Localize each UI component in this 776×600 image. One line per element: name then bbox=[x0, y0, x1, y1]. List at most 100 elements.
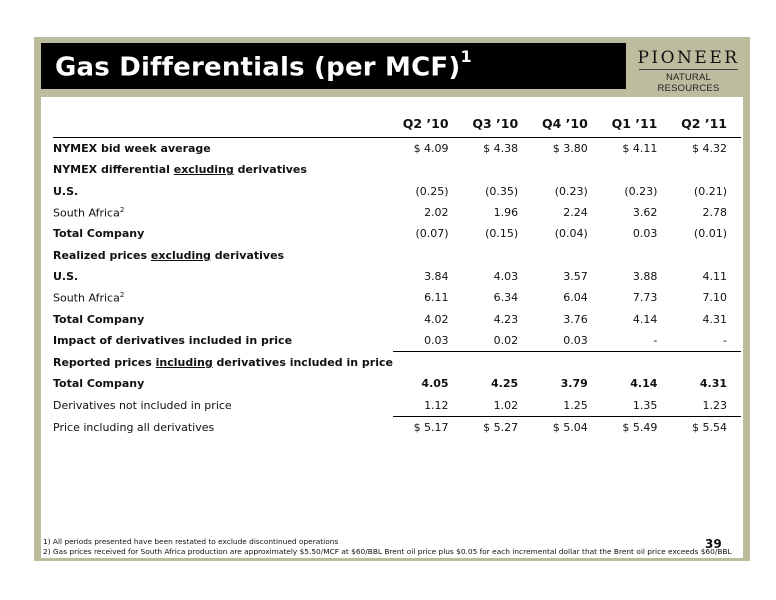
table-cell: 1.02 bbox=[493, 398, 519, 412]
row-label: South Africa2 bbox=[53, 205, 125, 220]
logo-sub-text: NATURAL RESOURCES bbox=[657, 72, 720, 94]
table-cell: 2.78 bbox=[702, 206, 728, 220]
table-cell: 0.03 bbox=[424, 333, 449, 347]
table-cell: (0.25) bbox=[415, 184, 449, 198]
table-cell: 3.84 bbox=[424, 269, 449, 283]
section-label: Reported prices including derivatives in… bbox=[53, 355, 393, 369]
table-cell: (0.01) bbox=[693, 227, 727, 241]
table-cell: - bbox=[723, 333, 727, 347]
table-cell bbox=[392, 350, 463, 374]
table-cell: 2.02 bbox=[424, 206, 449, 220]
table-row: NYMEX bid week average $ 4.09 $ 4.38 $ 3… bbox=[53, 138, 741, 160]
table-row: Derivatives not included in price 1.12 1… bbox=[53, 395, 741, 417]
table-cell bbox=[671, 350, 741, 374]
page-number: 39 bbox=[705, 537, 722, 551]
row-label: South Africa2 bbox=[53, 290, 125, 305]
table-cell: 4.23 bbox=[493, 312, 519, 326]
row-label: U.S. bbox=[53, 269, 79, 283]
table-cell: 3.76 bbox=[563, 312, 588, 326]
table-cell: 1.12 bbox=[424, 398, 449, 412]
table-cell: 0.03 bbox=[632, 227, 658, 241]
table-row: Total Company 4.05 4.25 3.79 4.14 4.31 bbox=[53, 373, 741, 394]
table-cell: 4.31 bbox=[702, 312, 728, 326]
table-cell: 4.11 bbox=[702, 269, 728, 283]
table-cell: 3.88 bbox=[632, 269, 658, 283]
row-label: U.S. bbox=[53, 184, 79, 198]
table-cell: $ 5.04 bbox=[532, 415, 602, 439]
row-label: Total Company bbox=[53, 312, 145, 326]
table-cell: $ 4.32 bbox=[692, 142, 727, 156]
column-header: Q3 ’10 bbox=[462, 109, 533, 138]
footnote-1: 1) All periods presented have been resta… bbox=[43, 537, 339, 546]
table-cell: 3.62 bbox=[632, 206, 658, 220]
row-label: Total Company bbox=[53, 377, 145, 391]
table-cell: 1.96 bbox=[493, 206, 519, 220]
table-cell: 4.02 bbox=[424, 312, 449, 326]
column-header: Q2 ’11 bbox=[671, 109, 741, 138]
table-cell: 6.34 bbox=[493, 291, 519, 305]
table-cell: 7.10 bbox=[702, 291, 728, 305]
table-cell: 4.05 bbox=[421, 377, 449, 391]
table-row: Price including all derivatives $ 5.17 $… bbox=[53, 415, 741, 439]
table-cell: $ 3.80 bbox=[552, 142, 588, 156]
footnote-marker: 2 bbox=[119, 290, 125, 299]
table-cell: (0.23) bbox=[624, 184, 658, 198]
table-cell: $ 5.27 bbox=[462, 415, 533, 439]
table-cell: - bbox=[653, 333, 658, 347]
content-panel: Q2 ’10 Q3 ’10 Q4 ’10 Q1 ’11 Q2 ’11 NYMEX… bbox=[41, 97, 743, 558]
logo-main-text: PIONEER bbox=[637, 48, 740, 68]
gas-differentials-table: Q2 ’10 Q3 ’10 Q4 ’10 Q1 ’11 Q2 ’11 NYMEX… bbox=[53, 109, 741, 439]
table-cell: 1.23 bbox=[702, 398, 728, 412]
section-label: Realized prices excluding derivatives bbox=[53, 248, 285, 262]
page-title: Gas Differentials (per MCF)1 bbox=[55, 47, 472, 83]
table-cell: 7.73 bbox=[632, 291, 658, 305]
table-cell: 0.02 bbox=[493, 333, 519, 347]
column-header: Q2 ’10 bbox=[392, 109, 463, 138]
table-cell: $ 5.49 bbox=[601, 415, 672, 439]
table-cell: 4.14 bbox=[630, 377, 658, 391]
column-header: Q4 ’10 bbox=[532, 109, 602, 138]
table-cell: 1.35 bbox=[632, 398, 658, 412]
table-header-row: Q2 ’10 Q3 ’10 Q4 ’10 Q1 ’11 Q2 ’11 bbox=[53, 109, 741, 138]
footnotes: 1) All periods presented have been resta… bbox=[43, 537, 732, 557]
table-row: Impact of derivatives included in price … bbox=[53, 330, 741, 352]
title-bar: Gas Differentials (per MCF)1 bbox=[41, 43, 626, 89]
table-row: Total Company (0.07) (0.15) (0.04) 0.03 … bbox=[53, 223, 741, 244]
table-cell: (0.15) bbox=[485, 227, 519, 241]
table-cell: 1.25 bbox=[563, 398, 588, 412]
table-row: South Africa2 2.02 1.96 2.24 3.62 2.78 bbox=[53, 202, 741, 223]
row-label: Total Company bbox=[53, 227, 145, 241]
column-header: Q1 ’11 bbox=[601, 109, 672, 138]
pioneer-logo: PIONEER NATURAL RESOURCES bbox=[637, 48, 740, 94]
table-cell bbox=[601, 350, 672, 374]
table-cell: (0.23) bbox=[554, 184, 588, 198]
table-cell: 0.03 bbox=[563, 333, 588, 347]
table-cell: 4.14 bbox=[632, 312, 658, 326]
table-cell: 4.03 bbox=[493, 269, 519, 283]
table-cell: $ 4.11 bbox=[622, 142, 658, 156]
table-cell bbox=[532, 350, 602, 374]
table-section-row: Reported prices including derivatives in… bbox=[53, 350, 741, 374]
table-cell: 3.79 bbox=[560, 377, 588, 391]
row-label: Price including all derivatives bbox=[53, 420, 215, 434]
table-cell: $ 5.54 bbox=[671, 415, 741, 439]
table-section-row: NYMEX differential excluding derivatives bbox=[53, 159, 741, 180]
row-label: NYMEX bid week average bbox=[53, 142, 211, 156]
table-cell: $ 4.09 bbox=[413, 142, 449, 156]
table-cell: 4.31 bbox=[699, 377, 727, 391]
table-cell: $ 4.38 bbox=[483, 142, 519, 156]
row-label: Derivatives not included in price bbox=[53, 398, 232, 412]
table-row: Total Company 4.02 4.23 3.76 4.14 4.31 bbox=[53, 308, 741, 329]
header-label-cell bbox=[53, 109, 393, 138]
table-cell: (0.35) bbox=[485, 184, 519, 198]
table-row: U.S. (0.25) (0.35) (0.23) (0.23) (0.21) bbox=[53, 181, 741, 202]
table-cell: 6.04 bbox=[563, 291, 588, 305]
table-cell bbox=[462, 350, 533, 374]
logo-divider bbox=[639, 69, 738, 70]
table-cell: (0.21) bbox=[693, 184, 727, 198]
table-cell: $ 5.17 bbox=[392, 415, 463, 439]
table-section-row: Realized prices excluding derivatives bbox=[53, 244, 741, 265]
table-cell: 3.57 bbox=[563, 269, 588, 283]
row-label: Impact of derivatives included in price bbox=[53, 334, 293, 348]
table-cell: 6.11 bbox=[424, 291, 449, 305]
